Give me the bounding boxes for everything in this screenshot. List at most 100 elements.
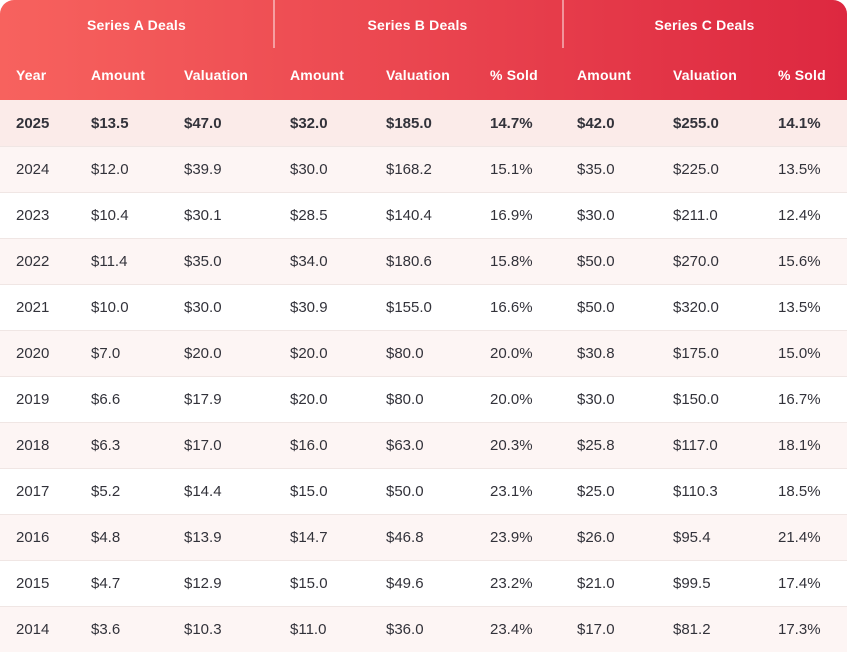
value-cell: $35.0: [184, 253, 222, 270]
table-row[interactable]: 2018 $6.3 $17.0 $16.0 $63.0 20.3% $25.8 $117.0 1…: [0, 422, 847, 468]
value-cell: $155.0: [386, 299, 432, 316]
value-cell: $50.0: [386, 483, 424, 500]
year-cell: 2018: [16, 437, 50, 454]
value-cell: $39.9: [184, 161, 222, 178]
value-cell: $17.0: [577, 621, 615, 638]
table-row[interactable]: 2024 $12.0 $39.9 $30.0 $168.2 15.1% $35.0 $225.…: [0, 146, 847, 192]
table-row[interactable]: 2020 $7.0 $20.0 $20.0 $80.0 20.0% $30.8 $175.0 1…: [0, 330, 847, 376]
value-cell: $20.0: [184, 345, 222, 362]
value-cell: 23.2%: [490, 575, 533, 592]
value-cell: $21.0: [577, 575, 615, 592]
table-row[interactable]: 2022 $11.4 $35.0 $34.0 $180.6 15.8% $50.0 $270.…: [0, 238, 847, 284]
value-cell: $25.0: [577, 483, 615, 500]
value-cell: 23.9%: [490, 529, 533, 546]
value-cell: $15.0: [290, 575, 328, 592]
value-cell: $211.0: [673, 207, 718, 224]
value-cell: 20.0%: [490, 345, 533, 362]
value-cell: $12.9: [184, 575, 222, 592]
year-cell: 2025: [16, 114, 50, 132]
value-cell: $175.0: [673, 345, 719, 362]
group-header-series-b: Series B Deals: [273, 0, 562, 50]
value-cell: $13.5: [91, 114, 129, 132]
year-cell: 2015: [16, 575, 50, 592]
column-header-c-sold: % Sold: [778, 67, 826, 83]
year-cell: 2022: [16, 253, 50, 270]
value-cell: $30.0: [184, 299, 222, 316]
column-header-b-valuation: Valuation: [386, 67, 451, 83]
table-row[interactable]: 2025 $13.5 $47.0 $32.0 $185.0 14.7% $42.0 $255.…: [0, 100, 847, 146]
group-label-series-c: Series C Deals: [654, 17, 755, 33]
value-cell: $28.5: [290, 207, 328, 224]
value-cell: 16.7%: [778, 391, 821, 408]
table-row[interactable]: 2021 $10.0 $30.0 $30.9 $155.0 16.6% $50.0 $320.…: [0, 284, 847, 330]
value-cell: $25.8: [577, 437, 615, 454]
value-cell: 15.0%: [778, 345, 821, 362]
value-cell: $4.8: [91, 529, 121, 546]
value-cell: $16.0: [290, 437, 328, 454]
year-cell: 2014: [16, 621, 50, 638]
value-cell: 21.4%: [778, 529, 821, 546]
value-cell: $32.0: [290, 114, 328, 132]
table-row[interactable]: 2016 $4.8 $13.9 $14.7 $46.8 23.9% $26.0 $95.4 21…: [0, 514, 847, 560]
value-cell: 15.8%: [490, 253, 533, 270]
value-cell: $63.0: [386, 437, 424, 454]
group-header-row: Series A Deals Series B Deals Series C D…: [0, 0, 847, 50]
value-cell: $7.0: [91, 345, 121, 362]
year-cell: 2020: [16, 345, 50, 362]
table-row[interactable]: 2019 $6.6 $17.9 $20.0 $80.0 20.0% $30.0 $150.0 1…: [0, 376, 847, 422]
value-cell: $17.0: [184, 437, 222, 454]
column-header-year: Year: [16, 67, 47, 83]
value-cell: $13.9: [184, 529, 222, 546]
column-header-b-amount: Amount: [290, 67, 345, 83]
value-cell: $10.0: [91, 299, 129, 316]
year-cell: 2024: [16, 161, 50, 178]
table-row[interactable]: 2014 $3.6 $10.3 $11.0 $36.0 23.4% $17.0 $81.2 17…: [0, 606, 847, 652]
group-label-series-b: Series B Deals: [367, 17, 468, 33]
value-cell: $140.4: [386, 207, 432, 224]
value-cell: $36.0: [386, 621, 424, 638]
value-cell: $12.0: [91, 161, 129, 178]
value-cell: $270.0: [673, 253, 719, 270]
value-cell: $320.0: [673, 299, 719, 316]
value-cell: $20.0: [290, 391, 328, 408]
value-cell: 12.4%: [778, 207, 821, 224]
table-row[interactable]: 2015 $4.7 $12.9 $15.0 $49.6 23.2% $21.0 $99.5 17…: [0, 560, 847, 606]
group-header-series-a: Series A Deals: [0, 0, 273, 50]
value-cell: $11.4: [91, 253, 128, 270]
value-cell: $4.7: [91, 575, 121, 592]
year-cell: 2016: [16, 529, 50, 546]
table-row[interactable]: 2017 $5.2 $14.4 $15.0 $50.0 23.1% $25.0 $110.3 1…: [0, 468, 847, 514]
value-cell: $26.0: [577, 529, 615, 546]
value-cell: $110.3: [673, 483, 718, 500]
year-cell: 2017: [16, 483, 50, 500]
column-header-c-valuation: Valuation: [673, 67, 738, 83]
value-cell: $15.0: [290, 483, 328, 500]
value-cell: $30.0: [290, 161, 328, 178]
value-cell: $30.0: [577, 391, 615, 408]
group-header-series-c: Series C Deals: [562, 0, 847, 50]
value-cell: $180.6: [386, 253, 432, 270]
value-cell: $14.4: [184, 483, 222, 500]
value-cell: $10.3: [184, 621, 222, 638]
table-row[interactable]: 2023 $10.4 $30.1 $28.5 $140.4 16.9% $30.0 $211.…: [0, 192, 847, 238]
value-cell: $6.3: [91, 437, 121, 454]
value-cell: $17.9: [184, 391, 222, 408]
value-cell: $168.2: [386, 161, 432, 178]
value-cell: $5.2: [91, 483, 121, 500]
year-cell: 2019: [16, 391, 50, 408]
value-cell: $95.4: [673, 529, 711, 546]
value-cell: $10.4: [91, 207, 129, 224]
value-cell: $255.0: [673, 114, 719, 132]
value-cell: $117.0: [673, 437, 718, 454]
column-header-row: Year Amount Valuation Amount Valuation %…: [0, 50, 847, 100]
value-cell: $80.0: [386, 391, 424, 408]
table-body: 2025 $13.5 $47.0 $32.0 $185.0 14.7% $42.0 $255.…: [0, 100, 847, 652]
value-cell: $49.6: [386, 575, 424, 592]
value-cell: $34.0: [290, 253, 328, 270]
value-cell: $81.2: [673, 621, 711, 638]
value-cell: 14.1%: [778, 114, 821, 132]
value-cell: $185.0: [386, 114, 432, 132]
year-cell: 2021: [16, 299, 50, 316]
value-cell: 23.4%: [490, 621, 533, 638]
value-cell: 17.3%: [778, 621, 821, 638]
